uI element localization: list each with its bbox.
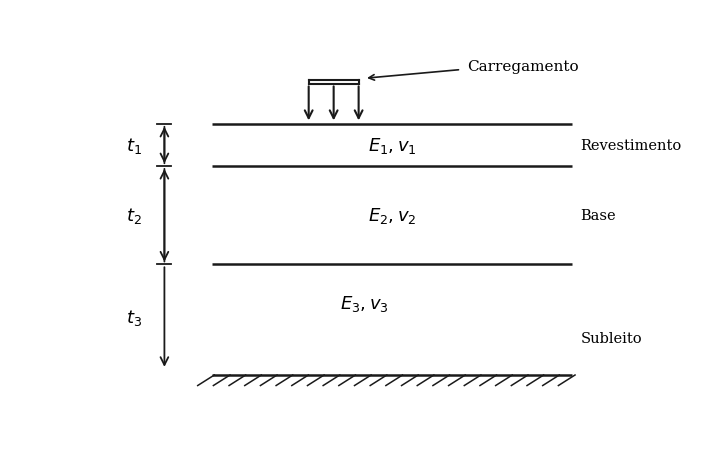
Text: Subleito: Subleito xyxy=(581,331,642,345)
Text: $E_2, v_2$: $E_2, v_2$ xyxy=(367,206,416,226)
Text: Carregamento: Carregamento xyxy=(467,60,579,74)
Text: $t_1$: $t_1$ xyxy=(126,136,142,156)
Text: $E_1, v_1$: $E_1, v_1$ xyxy=(367,136,416,156)
Text: $t_2$: $t_2$ xyxy=(126,206,142,226)
Text: $E_3, v_3$: $E_3, v_3$ xyxy=(340,293,389,313)
Text: Revestimento: Revestimento xyxy=(581,139,682,153)
Text: $t_3$: $t_3$ xyxy=(126,308,142,327)
Text: Base: Base xyxy=(581,209,616,223)
